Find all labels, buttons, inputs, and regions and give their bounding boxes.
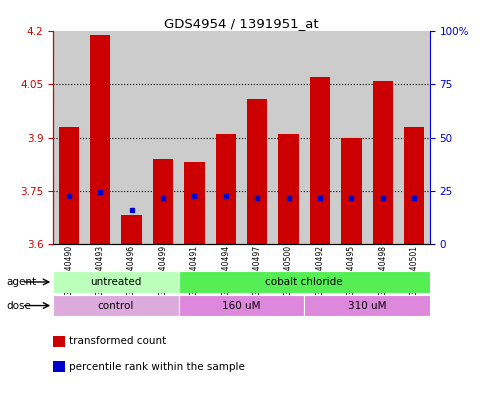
- Bar: [242, 31, 273, 244]
- Bar: [184, 162, 205, 244]
- Text: 310 uM: 310 uM: [348, 301, 386, 310]
- Bar: [116, 31, 147, 244]
- Bar: [341, 138, 362, 244]
- Bar: [278, 134, 299, 244]
- Bar: [304, 295, 430, 316]
- Bar: [90, 35, 111, 244]
- Bar: [310, 77, 330, 244]
- Bar: [215, 134, 236, 244]
- Bar: [179, 271, 430, 293]
- Bar: [372, 81, 393, 244]
- Bar: [121, 215, 142, 244]
- Bar: [53, 295, 179, 316]
- Bar: [58, 127, 79, 244]
- Text: untreated: untreated: [90, 277, 142, 287]
- Text: percentile rank within the sample: percentile rank within the sample: [69, 362, 245, 372]
- Text: transformed count: transformed count: [69, 336, 166, 346]
- Bar: [53, 31, 85, 244]
- Text: cobalt chloride: cobalt chloride: [266, 277, 343, 287]
- Bar: [247, 99, 268, 244]
- Bar: [367, 31, 398, 244]
- Text: agent: agent: [6, 277, 36, 287]
- Bar: [210, 31, 242, 244]
- Bar: [179, 295, 304, 316]
- Title: GDS4954 / 1391951_at: GDS4954 / 1391951_at: [164, 17, 319, 30]
- Bar: [53, 271, 179, 293]
- Bar: [85, 31, 116, 244]
- Bar: [336, 31, 367, 244]
- Text: control: control: [98, 301, 134, 310]
- Bar: [153, 159, 173, 244]
- Bar: [147, 31, 179, 244]
- Bar: [304, 31, 336, 244]
- Bar: [179, 31, 210, 244]
- Text: 160 uM: 160 uM: [222, 301, 261, 310]
- Bar: [273, 31, 304, 244]
- Text: dose: dose: [6, 301, 31, 311]
- Bar: [404, 127, 425, 244]
- Bar: [398, 31, 430, 244]
